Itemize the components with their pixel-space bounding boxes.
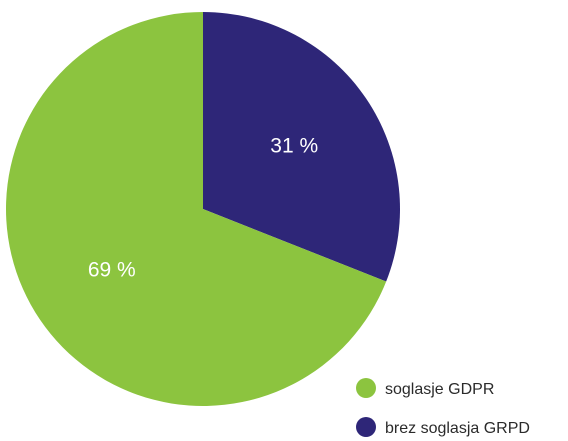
legend-label-soglasje-gdpr: soglasje GDPR [385, 381, 494, 398]
pie-slice-brez-soglasja-grpd [203, 12, 400, 282]
legend-label-brez-soglasja-grpd: brez soglasja GRPD [385, 420, 530, 437]
legend: soglasje GDPR brez soglasja GRPD [356, 378, 530, 437]
pie-slices [5, 12, 400, 406]
legend-swatch-soglasje-gdpr [356, 378, 376, 398]
pie-slice-labels: 31 % 69 % [88, 135, 318, 282]
pie-slice-value-soglasje-gdpr: 69 % [88, 259, 136, 282]
pie-slice-soglasje-gdpr [5, 12, 387, 406]
legend-item-soglasje-gdpr: soglasje GDPR [356, 378, 494, 398]
legend-item-brez-soglasja-grpd: brez soglasja GRPD [356, 417, 530, 437]
legend-swatch-brez-soglasja-grpd [356, 417, 376, 437]
pie-slice-value-brez-soglasja-grpd: 31 % [270, 135, 318, 158]
